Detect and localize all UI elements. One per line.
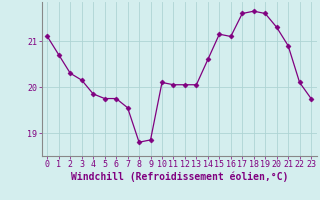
X-axis label: Windchill (Refroidissement éolien,°C): Windchill (Refroidissement éolien,°C) xyxy=(70,172,288,182)
